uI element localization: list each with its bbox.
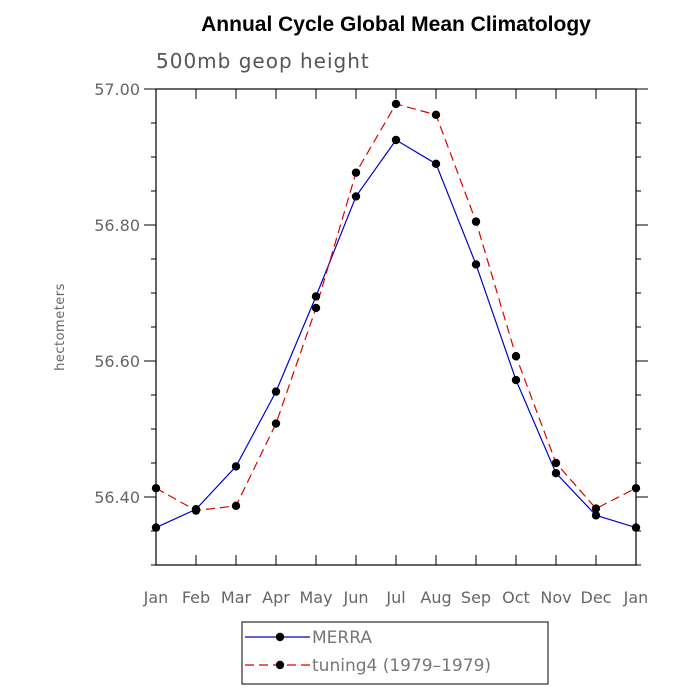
series-layer: [151, 99, 641, 532]
legend-label-1: tuning4 (1979–1979): [312, 656, 491, 676]
series-0-point: [471, 260, 481, 269]
series-1-point: [151, 483, 161, 493]
x-tick-label: Dec: [581, 588, 612, 607]
series-0-point: [391, 135, 401, 145]
y-axis-label: hectometers: [53, 283, 68, 371]
x-tick-label: Nov: [540, 588, 571, 607]
legend-marker-1: [275, 660, 285, 670]
series-0-point: [631, 523, 641, 532]
series-1-point: [391, 99, 401, 109]
y-tick-label: 57.00: [94, 80, 140, 99]
x-tick-label: May: [299, 588, 332, 607]
series-0-point: [431, 159, 441, 168]
x-tick-label: Jan: [623, 588, 649, 607]
chart-subtitle: 500mb geop height: [156, 49, 370, 73]
x-tick-label: Oct: [502, 588, 530, 607]
x-tick-label: Jul: [385, 588, 405, 607]
x-tick-label: Mar: [221, 588, 252, 607]
x-tick-label: Feb: [182, 588, 210, 607]
series-0-point: [351, 192, 361, 201]
series-1-point: [511, 352, 521, 361]
series-1-point: [351, 168, 361, 177]
plot-frame: [155, 88, 637, 566]
series-line-0: [155, 139, 637, 529]
y-tick-label: 56.80: [94, 216, 140, 235]
y-tick-label: 56.60: [94, 352, 140, 371]
axes: Jan Feb Mar Apr May Jun Jul Aug Sep Oct Nov Dec Jan 5…: [94, 80, 648, 607]
series-0-point: [591, 511, 601, 520]
series-0-point: [231, 462, 241, 471]
series-1-point: [591, 504, 601, 513]
series-1-point: [471, 217, 481, 226]
series-0-point: [551, 469, 561, 478]
legend-items: MERRA tuning4 (1979–1979): [245, 628, 491, 676]
series-1-point: [271, 419, 281, 428]
x-tick-label: Sep: [461, 588, 491, 607]
legend-label-0: MERRA: [312, 628, 372, 648]
series-1-point: [311, 303, 321, 313]
series-1-point: [191, 506, 201, 515]
legend: MERRA tuning4 (1979–1979): [241, 621, 549, 685]
y-tick-label: 56.40: [94, 488, 140, 507]
series-1-point: [431, 110, 441, 120]
series-1-point: [631, 483, 641, 493]
x-tick-label: Jun: [343, 588, 369, 607]
series-1-point: [551, 458, 561, 468]
legend-marker-0: [275, 632, 285, 642]
series-1-point: [231, 501, 241, 511]
legend-box: [241, 621, 549, 685]
x-tick-label: Jan: [143, 588, 169, 607]
series-0-point: [271, 387, 281, 396]
x-tick-label: Aug: [420, 588, 451, 607]
chart-title: Annual Cycle Global Mean Climatology: [201, 13, 591, 36]
x-tick-label: Apr: [262, 588, 290, 607]
series-0-point: [151, 523, 161, 532]
series-line-1: [155, 103, 637, 512]
series-0-point: [511, 375, 521, 385]
series-0-point: [311, 292, 321, 301]
